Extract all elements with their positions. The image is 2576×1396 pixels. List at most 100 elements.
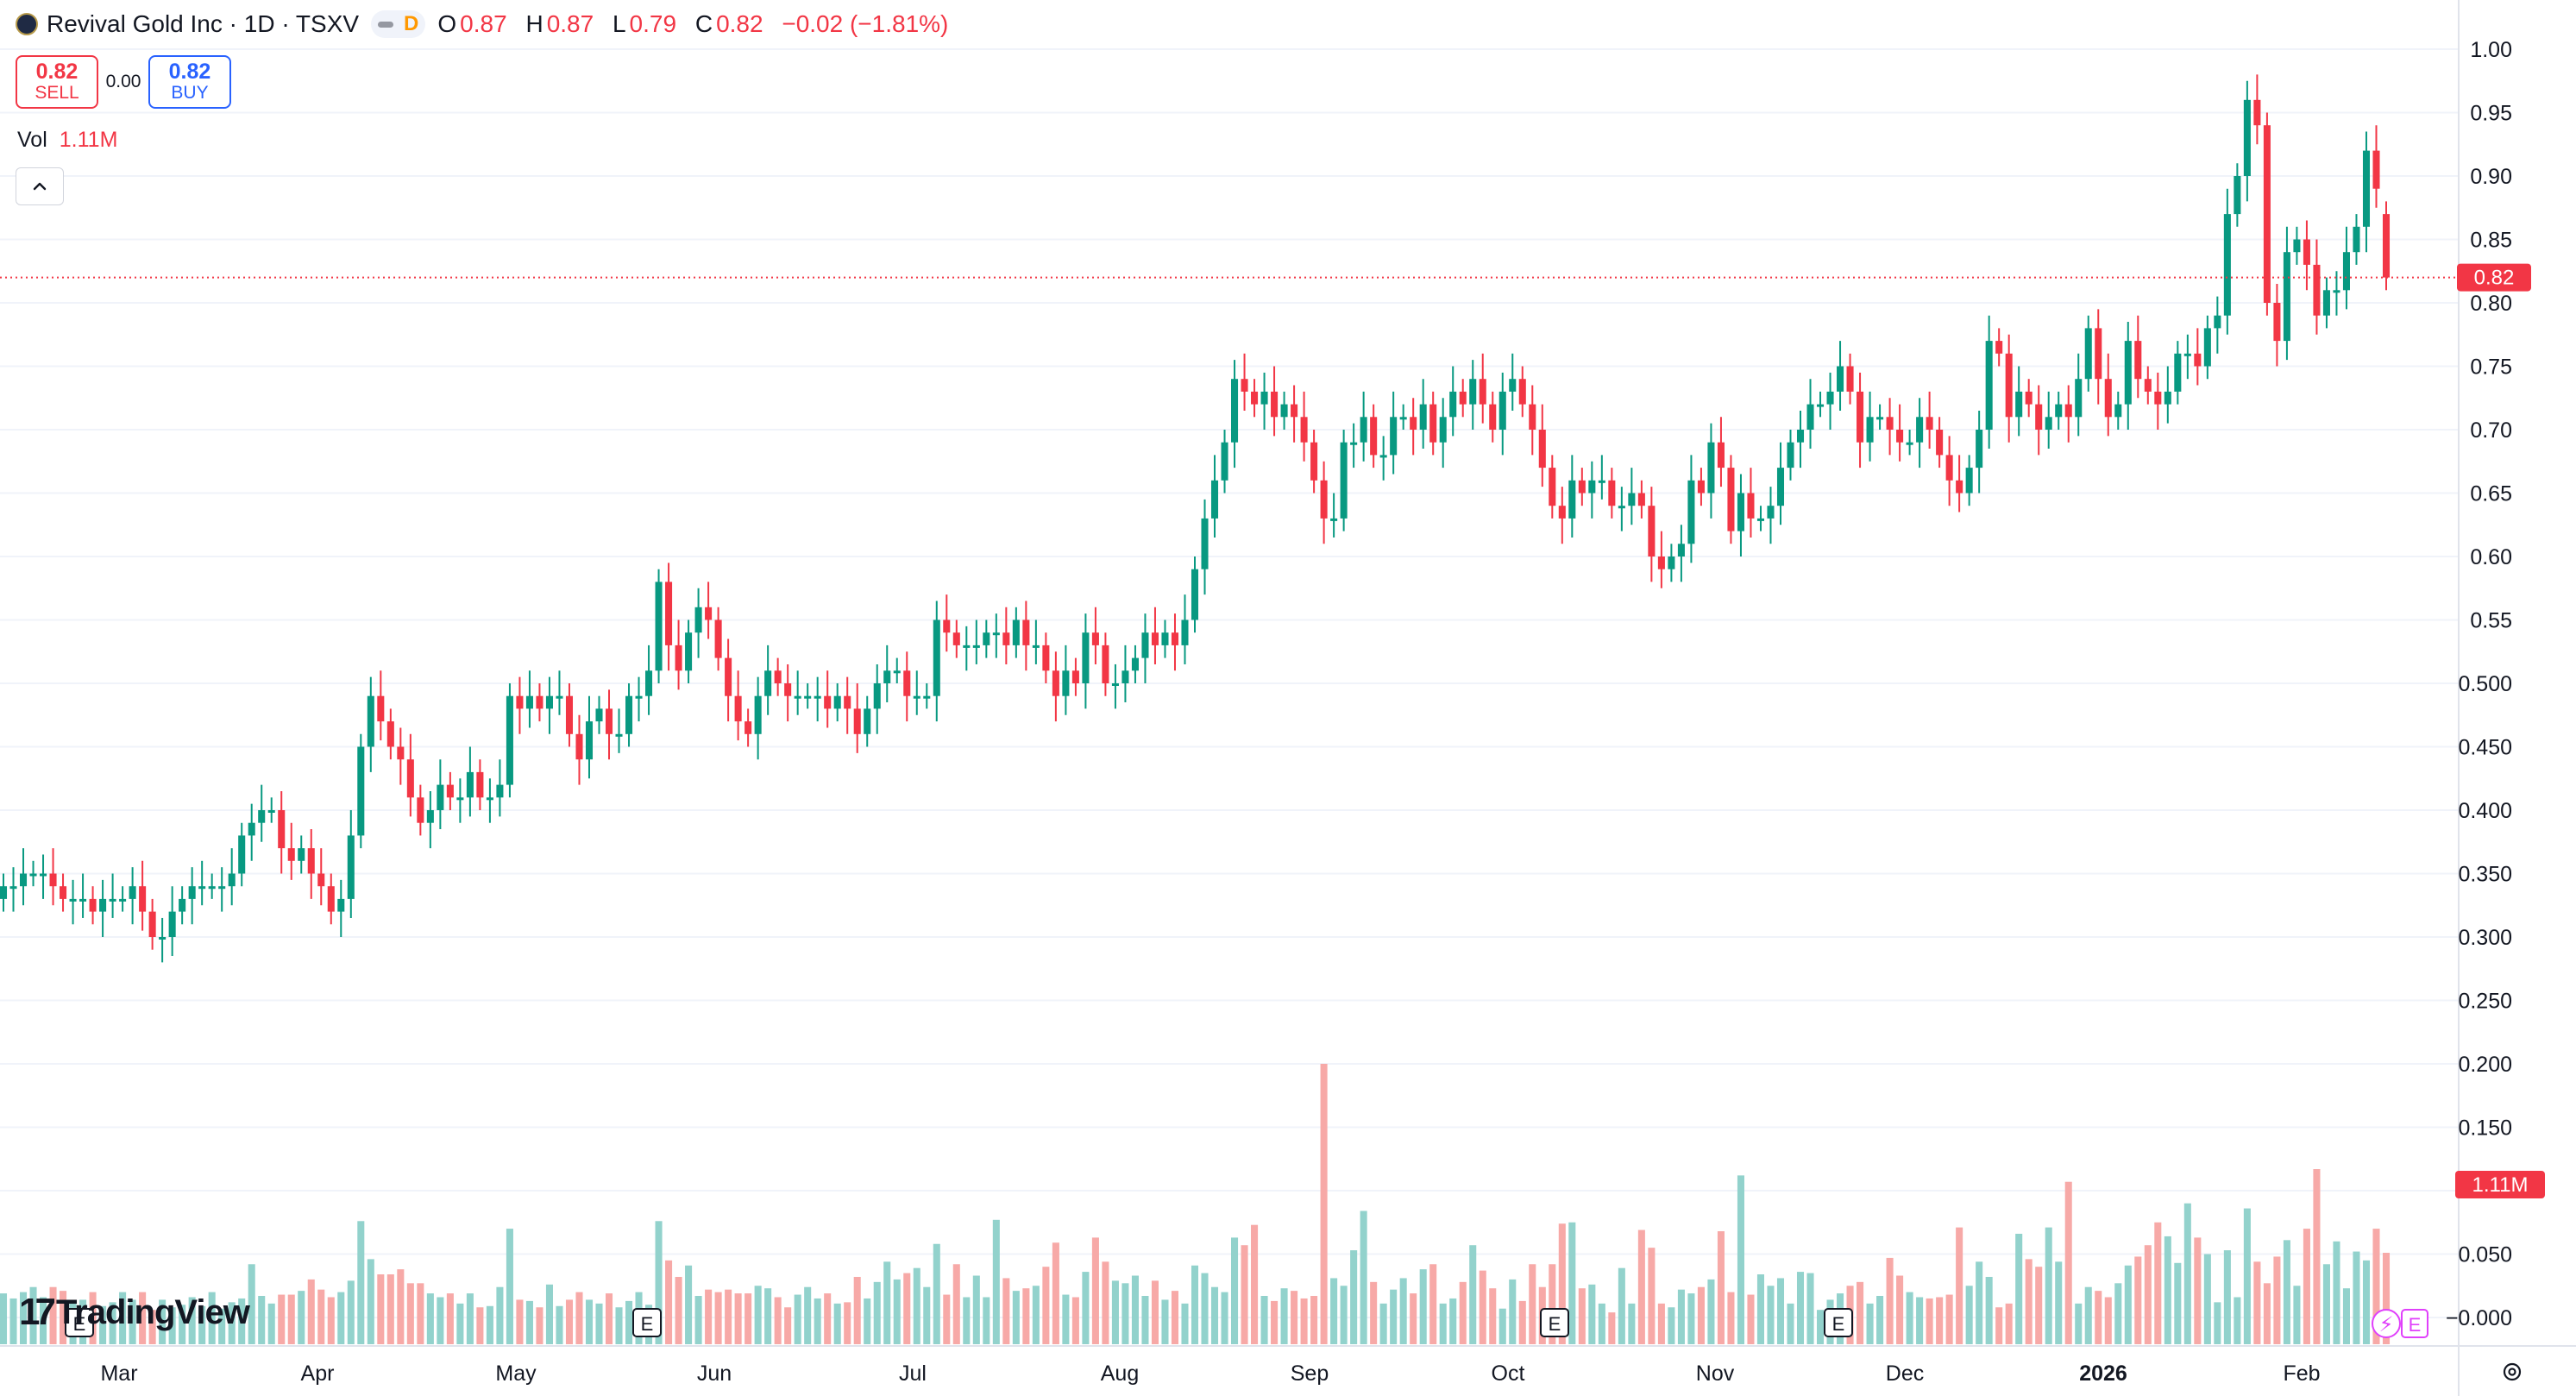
price-tick-label: 0.65 xyxy=(2470,482,2512,506)
candle-body xyxy=(258,810,266,823)
candle-body xyxy=(1697,480,1705,494)
price-tick-label: 0.85 xyxy=(2470,229,2512,253)
volume-bar xyxy=(1756,1274,1765,1344)
candle-body xyxy=(1291,404,1298,418)
price-tick-label: 0.90 xyxy=(2470,165,2512,189)
tradingview-logo[interactable]: 17 TradingView xyxy=(19,1291,250,1334)
sell-price: 0.82 xyxy=(35,60,79,84)
buy-button[interactable]: 0.82 BUY xyxy=(148,55,231,109)
candle-body xyxy=(1727,468,1735,531)
candle-body xyxy=(119,898,127,902)
close-value: 0.82 xyxy=(716,10,763,37)
volume-bar xyxy=(1945,1294,1953,1344)
candle-body xyxy=(824,695,832,709)
candle-body xyxy=(1866,417,1874,443)
candle-body xyxy=(1419,404,1427,430)
candle-body xyxy=(298,848,305,861)
candle-body xyxy=(29,873,37,877)
candle-body xyxy=(406,759,414,798)
candle-body xyxy=(545,695,553,709)
volume-bar xyxy=(1390,1289,1398,1344)
chart-settings-button[interactable] xyxy=(2498,1358,2526,1386)
candle-body xyxy=(844,695,851,709)
symbol-title[interactable]: Revival Gold Inc · 1D · TSXV xyxy=(47,10,360,37)
candle-body xyxy=(238,835,246,874)
candle-body xyxy=(1360,417,1367,443)
candle-body xyxy=(525,695,533,709)
candle-body xyxy=(2203,328,2211,367)
candle-body xyxy=(1538,430,1546,468)
buy-label: BUY xyxy=(171,83,209,103)
candle-body xyxy=(1945,455,1953,481)
volume-bar xyxy=(873,1281,881,1344)
candle-body xyxy=(903,670,911,696)
delay-status[interactable]: D xyxy=(371,10,426,38)
candle-body xyxy=(218,886,226,890)
volume-bar xyxy=(2382,1253,2391,1344)
volume-bar xyxy=(804,1286,812,1344)
volume-bar xyxy=(1737,1175,1744,1344)
earnings-marker-label: E xyxy=(1832,1313,1845,1335)
candle-body xyxy=(1985,341,1993,430)
volume-bar xyxy=(1965,1286,1973,1344)
candle-body xyxy=(1439,417,1447,443)
candle-body xyxy=(19,873,28,887)
volume-bar xyxy=(248,1264,255,1344)
event-badge[interactable]: ⚡ E xyxy=(2372,1309,2428,1338)
candle-body xyxy=(864,708,871,734)
volume-bar xyxy=(377,1274,385,1344)
volume-bar xyxy=(2253,1261,2261,1344)
candle-body xyxy=(486,797,493,801)
volume-bar xyxy=(2293,1286,2301,1344)
candle-body xyxy=(833,695,841,709)
candle-body xyxy=(1668,557,1675,569)
candle-body xyxy=(179,898,186,912)
candle-body xyxy=(1191,569,1199,620)
candle-body xyxy=(377,695,385,722)
volume-bar xyxy=(327,1297,335,1344)
price-tick-label: 0.200 xyxy=(2458,1053,2512,1077)
volume-bar xyxy=(9,1298,17,1344)
candle-body xyxy=(1717,442,1725,468)
sell-button[interactable]: 0.82 SELL xyxy=(16,55,98,109)
candle-body xyxy=(536,695,543,709)
volume-bar xyxy=(734,1293,742,1344)
volume-bar xyxy=(1310,1296,1318,1344)
volume-bar xyxy=(486,1305,493,1344)
candle-body xyxy=(764,670,772,696)
candle-body xyxy=(1648,506,1656,557)
volume-legend[interactable]: Vol 1.11M xyxy=(17,128,117,153)
candle-body xyxy=(446,784,454,798)
candle-body xyxy=(1111,683,1119,686)
volume-bar xyxy=(397,1269,405,1344)
volume-bar xyxy=(1091,1237,1099,1344)
volume-bar xyxy=(1291,1291,1298,1344)
candle-body xyxy=(963,645,971,648)
volume-bar xyxy=(1330,1278,1338,1344)
volume-bar xyxy=(1776,1278,1785,1344)
candle-body xyxy=(2104,379,2112,418)
volume-bar xyxy=(1489,1288,1497,1344)
volume-bar xyxy=(1439,1303,1447,1344)
volume-bar xyxy=(525,1300,533,1344)
candle-body xyxy=(725,657,732,696)
volume-bar xyxy=(665,1260,673,1344)
volume-bar xyxy=(386,1274,394,1344)
volume-bar xyxy=(267,1303,275,1344)
candle-body xyxy=(2183,353,2191,356)
candle-body xyxy=(1042,645,1050,671)
candle-body xyxy=(2114,404,2122,418)
time-axis[interactable]: Mar Apr May Jun Jul Aug Sep Oct Nov Dec 2026 Feb xyxy=(100,1361,2320,1386)
candle-body xyxy=(1926,417,1933,430)
candle-body xyxy=(1509,379,1517,392)
candle-body xyxy=(129,886,136,899)
candle-body xyxy=(1637,493,1645,506)
volume-bar xyxy=(2333,1241,2340,1344)
earnings-marker-box xyxy=(632,1308,662,1337)
volume-bar xyxy=(2353,1251,2360,1344)
collapse-legend-button[interactable] xyxy=(16,167,64,205)
candle-body xyxy=(1549,468,1556,506)
volume-bar xyxy=(2223,1250,2231,1344)
